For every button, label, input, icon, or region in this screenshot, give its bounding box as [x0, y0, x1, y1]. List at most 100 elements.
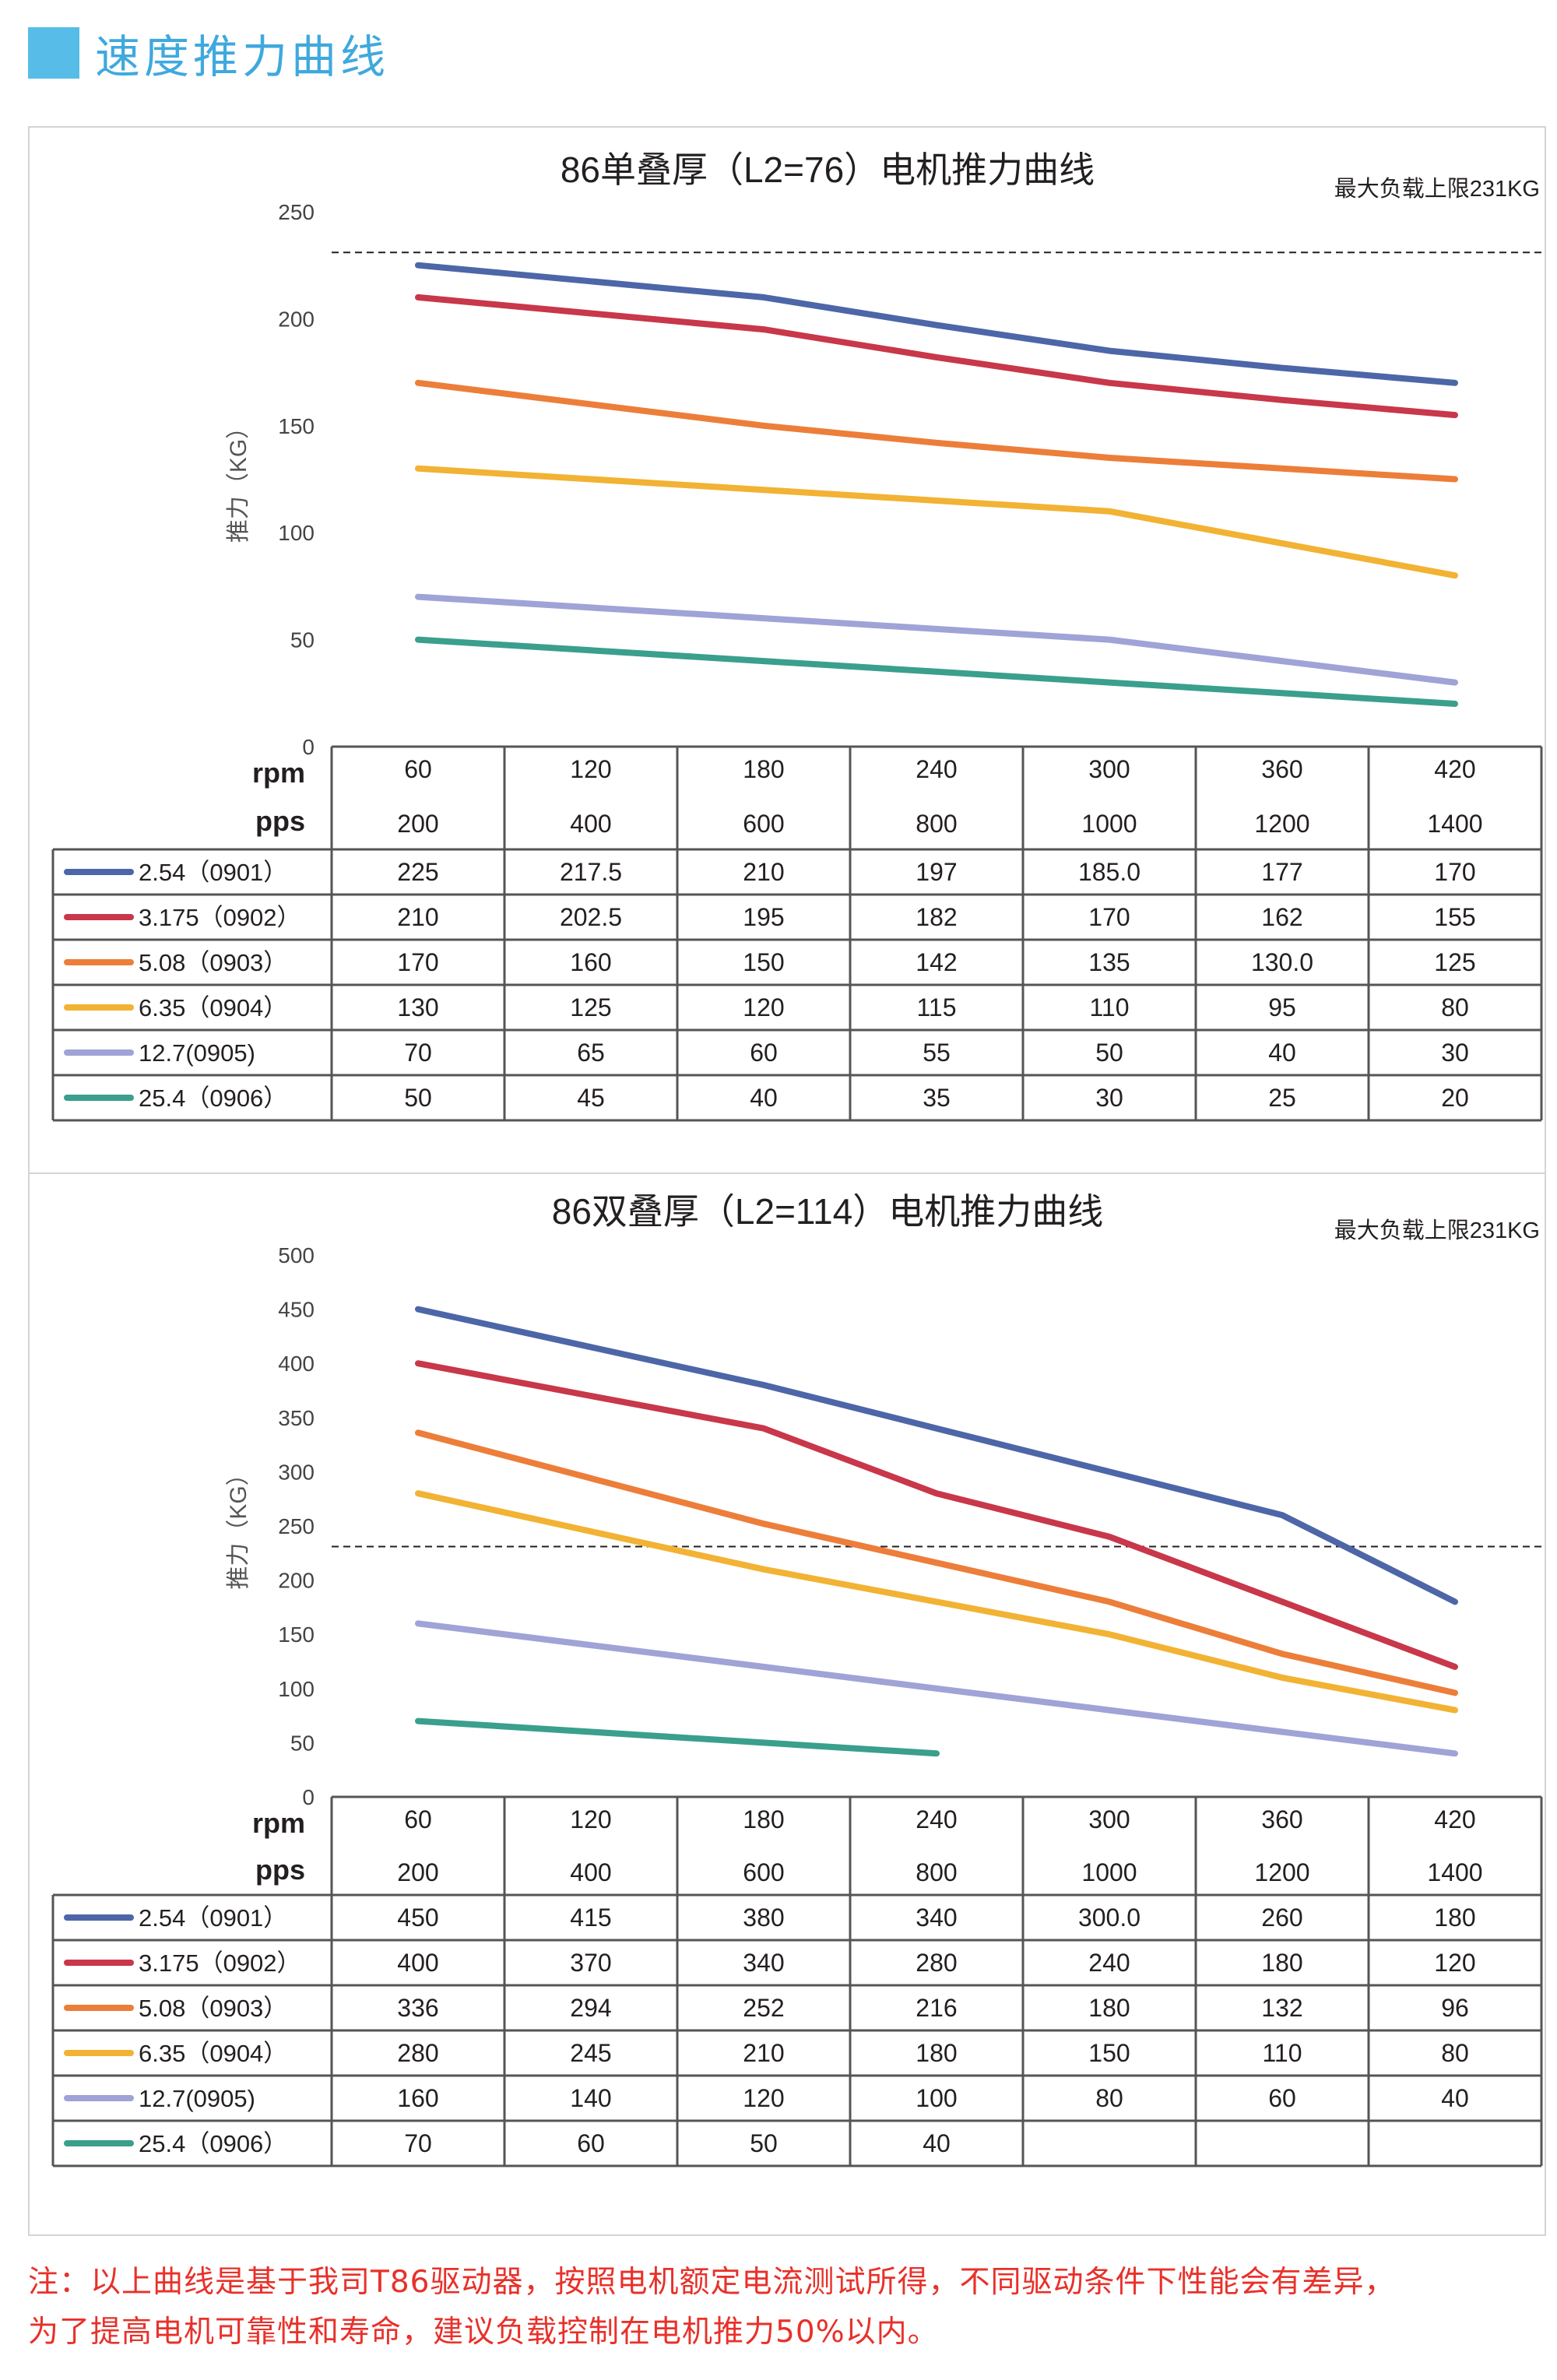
section-title: 速度推力曲线 — [95, 30, 390, 83]
pps-row-label: pps — [255, 1854, 305, 1886]
pps-value: 800 — [916, 810, 957, 838]
y-tick-label: 50 — [290, 1731, 315, 1755]
data-label: 180 — [1088, 1994, 1130, 2022]
series-line-5 — [415, 593, 1458, 686]
data-label: 170 — [1434, 858, 1475, 886]
data-label: 380 — [743, 1904, 784, 1932]
rpm-value: 360 — [1261, 1805, 1302, 1833]
data-label: 185.0 — [1078, 858, 1141, 886]
series-line-3 — [415, 1429, 1458, 1696]
pps-value: 1200 — [1254, 1858, 1309, 1886]
data-label: 25 — [1268, 1084, 1296, 1112]
rpm-value: 180 — [743, 755, 784, 783]
data-label: 177 — [1261, 858, 1302, 886]
series-line-2 — [415, 294, 1458, 419]
y-tick-label: 400 — [278, 1352, 315, 1376]
legend-label: 3.175（0902） — [139, 1949, 301, 1977]
data-label: 280 — [397, 2039, 438, 2067]
series-line-4 — [415, 465, 1458, 579]
data-label: 125 — [1434, 948, 1475, 976]
data-label: 70 — [404, 1039, 432, 1067]
y-tick-label: 450 — [278, 1298, 315, 1322]
data-label: 132 — [1261, 1994, 1302, 2022]
data-label: 100 — [916, 2084, 957, 2112]
legend-label: 5.08（0903） — [139, 949, 287, 976]
data-label: 210 — [743, 2039, 784, 2067]
rpm-value: 180 — [743, 1805, 784, 1833]
y-tick-label: 300 — [278, 1460, 315, 1484]
data-label: 400 — [397, 1949, 438, 1977]
data-label: 120 — [743, 2084, 784, 2112]
data-label: 280 — [916, 1949, 957, 1977]
rpm-value: 420 — [1434, 755, 1475, 783]
pps-value: 400 — [570, 810, 611, 838]
y-tick-label: 100 — [278, 1677, 315, 1701]
data-label: 202.5 — [560, 903, 622, 931]
data-label: 130 — [397, 993, 438, 1021]
y-axis-label: 推力（KG） — [226, 416, 251, 543]
data-label: 95 — [1268, 993, 1296, 1021]
series-line-2 — [415, 1360, 1458, 1670]
data-label: 210 — [743, 858, 784, 886]
rpm-value: 360 — [1261, 755, 1302, 783]
max-load-label: 最大负载上限231KG — [1334, 176, 1540, 202]
data-label: 294 — [570, 1994, 611, 2022]
data-label: 20 — [1441, 1084, 1469, 1112]
series-line-5 — [415, 1620, 1458, 1757]
series-line-3 — [415, 379, 1458, 483]
data-label: 170 — [397, 948, 438, 976]
y-tick-label: 100 — [278, 521, 315, 545]
thrust-chart-double-stack: 86双叠厚（L2=114）电机推力曲线 最大负载上限231KG 0 50 100 150 2… — [51, 1191, 1543, 2167]
y-tick-label: 350 — [278, 1406, 315, 1430]
thrust-chart-single-stack: 86单叠厚（L2=76）电机推力曲线 最大负载上限231KG 0 50 100 150 20… — [51, 149, 1543, 1122]
pps-value: 200 — [397, 810, 438, 838]
data-label: 180 — [1434, 1904, 1475, 1932]
rpm-value: 420 — [1434, 1805, 1475, 1833]
data-label: 225 — [397, 858, 438, 886]
pps-value: 600 — [743, 1858, 784, 1886]
chart-panel-single-stack: 86单叠厚（L2=76）电机推力曲线 最大负载上限231KG 0 50 100 150 20… — [28, 126, 1546, 1174]
data-label: 197 — [916, 858, 957, 886]
pps-value: 1200 — [1254, 810, 1309, 838]
data-label: 216 — [916, 1994, 957, 2022]
data-label: 60 — [1268, 2084, 1296, 2112]
y-tick-label: 250 — [278, 200, 315, 224]
data-label: 182 — [916, 903, 957, 931]
pps-value: 400 — [570, 1858, 611, 1886]
data-label: 30 — [1095, 1084, 1123, 1112]
data-label: 40 — [1441, 2084, 1469, 2112]
data-label: 170 — [1088, 903, 1130, 931]
data-label: 80 — [1095, 2084, 1123, 2112]
data-label: 336 — [397, 1994, 438, 2022]
data-label: 415 — [570, 1904, 611, 1932]
rpm-row-label: rpm — [252, 1807, 305, 1839]
pps-value: 1400 — [1427, 1858, 1482, 1886]
rpm-value: 300 — [1088, 755, 1130, 783]
series-line-1 — [415, 1306, 1458, 1605]
data-label: 60 — [577, 2129, 605, 2157]
legend-label: 2.54（0901） — [139, 1904, 287, 1932]
data-label: 180 — [916, 2039, 957, 2067]
data-label: 150 — [743, 948, 784, 976]
section-header-square-icon — [28, 27, 79, 79]
data-label: 30 — [1441, 1039, 1469, 1067]
data-label: 142 — [916, 948, 957, 976]
data-label: 65 — [577, 1039, 605, 1067]
data-label: 155 — [1434, 903, 1475, 931]
chart-title: 86单叠厚（L2=76）电机推力曲线 — [561, 149, 1095, 190]
pps-value: 200 — [397, 1858, 438, 1886]
data-label: 70 — [404, 2129, 432, 2157]
data-label: 160 — [570, 948, 611, 976]
data-label: 110 — [1262, 2039, 1302, 2067]
data-label: 40 — [1268, 1039, 1296, 1067]
pps-value: 1000 — [1081, 810, 1137, 838]
data-label: 50 — [1095, 1039, 1123, 1067]
y-tick-label: 0 — [302, 1785, 315, 1809]
y-tick-label: 150 — [278, 1622, 315, 1647]
series-line-6 — [415, 1717, 940, 1757]
data-label: 50 — [750, 2129, 778, 2157]
legend-label: 3.175（0902） — [139, 904, 301, 931]
footnote: 注：以上曲线是基于我司T86驱动器，按照电机额定电流测试所得，不同驱动条件下性能… — [28, 2258, 1546, 2357]
rpm-value: 240 — [916, 1805, 957, 1833]
data-label: 55 — [923, 1039, 951, 1067]
